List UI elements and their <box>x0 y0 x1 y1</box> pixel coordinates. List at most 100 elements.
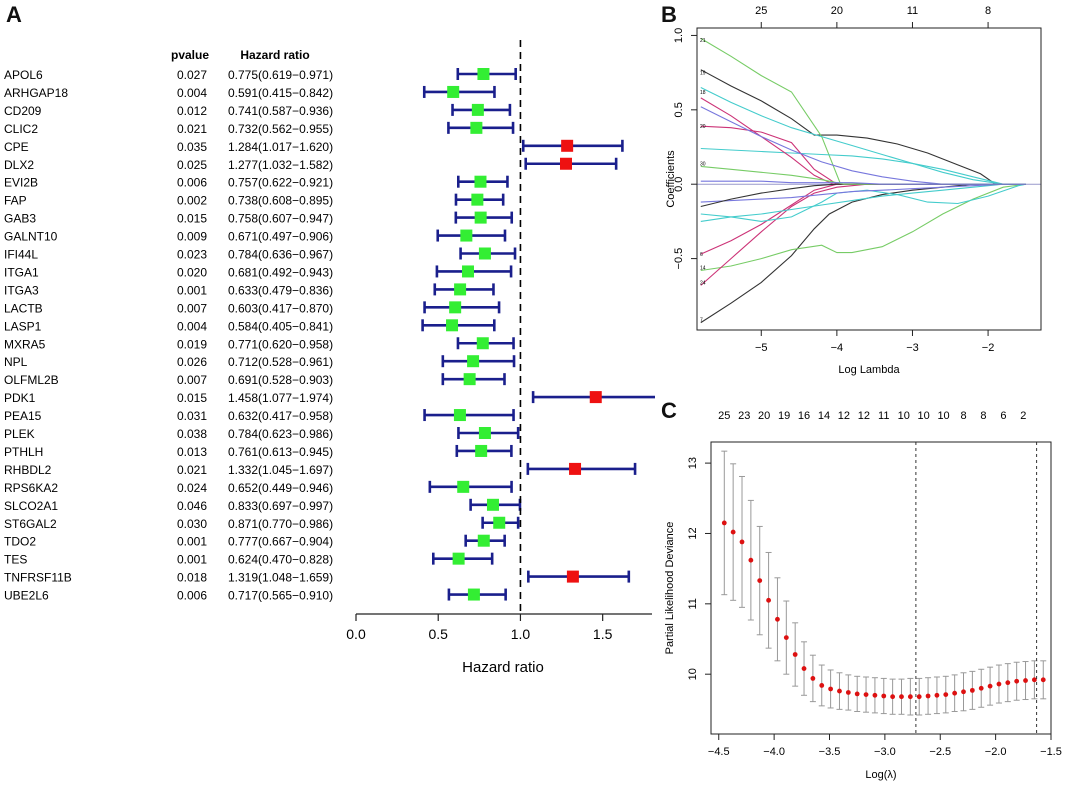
hr-square <box>449 301 462 314</box>
cv-point <box>1031 677 1037 683</box>
cv-point <box>810 676 816 681</box>
hr-cell: 0.871(0.770−0.986) <box>228 517 333 531</box>
hr-cell: 0.603(0.417−0.870) <box>228 301 333 315</box>
coef-x-label: Log Lambda <box>838 364 900 376</box>
pvalue-cell: 0.020 <box>177 265 207 279</box>
coef-path-s4 <box>700 147 1026 185</box>
cv-point <box>934 692 940 698</box>
cv-point <box>801 666 807 671</box>
cv-top-count-label: 11 <box>878 410 889 422</box>
hr-cell: 0.833(0.697−0.997) <box>228 499 333 513</box>
pvalue-cell: 0.004 <box>177 86 207 100</box>
hr-square <box>454 283 467 296</box>
cv-point <box>721 520 727 526</box>
hr-cell: 1.319(1.048−1.659) <box>228 571 333 585</box>
hr-cell: 0.624(0.470−0.828) <box>228 553 333 567</box>
pvalue-cell: 0.012 <box>177 104 207 118</box>
hr-square <box>589 391 602 404</box>
hr-square <box>569 462 582 475</box>
hr-square <box>461 265 474 278</box>
cv-y-tick-label: 10 <box>687 668 699 680</box>
cv-axes: −4.5 −4.0 −3.5 −3.0 −2.5 −2.0 −1.5 25 23 20 19 16 14… <box>687 410 1062 758</box>
gene-label: NPL <box>4 355 28 369</box>
gene-label: CPE <box>4 140 29 154</box>
coef-x-tick-label: −4 <box>831 342 844 354</box>
pvalue-cell: 0.023 <box>177 248 207 262</box>
hr-cell: 1.458(1.077−1.974) <box>228 391 333 405</box>
hr-cell: 0.784(0.623−0.986) <box>228 427 333 441</box>
hr-cell: 0.584(0.405−0.841) <box>228 319 333 333</box>
pvalue-cell: 0.015 <box>177 212 207 226</box>
cv-point <box>845 690 851 695</box>
cv-x-tick-label: −4.5 <box>708 746 730 758</box>
coefficient-frame <box>696 27 1042 331</box>
cv-top-count-label: 20 <box>758 410 770 422</box>
cv-top-count-label: 23 <box>738 410 750 422</box>
pvalue-cell: 0.004 <box>177 319 207 333</box>
cv-x-tick-label: −4.0 <box>763 746 785 758</box>
hr-cell: 0.738(0.608−0.895) <box>228 194 333 208</box>
cv-top-count-label: 16 <box>798 410 810 422</box>
hr-square <box>471 103 484 116</box>
hr-square <box>460 229 473 242</box>
hr-square <box>559 157 572 170</box>
forest-marks <box>421 68 655 601</box>
pvalue-cell: 0.031 <box>177 409 207 423</box>
cv-frame <box>710 441 1052 735</box>
cv-point <box>961 689 966 695</box>
pvalue-cell: 0.021 <box>177 463 207 477</box>
hr-square <box>474 211 487 224</box>
pvalue-cell: 0.006 <box>177 176 207 190</box>
coef-path-index: 14 <box>700 266 706 272</box>
hr-square <box>452 552 465 565</box>
cv-point <box>1005 680 1011 686</box>
pvalue-cell: 0.030 <box>177 517 207 531</box>
gene-label: CLIC2 <box>4 122 38 136</box>
cv-top-count-label: 10 <box>898 410 910 422</box>
pvalue-cell: 0.021 <box>177 122 207 136</box>
cv-point <box>969 687 975 693</box>
hr-cell: 0.591(0.415−0.842) <box>228 86 333 100</box>
cv-y-tick-label: 13 <box>687 457 699 469</box>
pvalue-cell: 0.009 <box>177 230 207 244</box>
cv-point <box>899 694 904 700</box>
hr-square <box>467 588 480 601</box>
hr-cell: 0.712(0.528−0.961) <box>228 355 333 369</box>
coef-path-s1 <box>700 69 1026 185</box>
cv-x-tick-label: −2.0 <box>985 746 1007 758</box>
gene-label: TNFRSF11B <box>4 571 72 585</box>
pvalue-column-header: pvalue <box>171 48 209 62</box>
gene-label: UBE2L6 <box>4 589 49 603</box>
forest-plot: APOL6 0.027 0.775(0.619−0.971)ARHGAP18 0.00… <box>4 40 655 676</box>
forest-x-axis: 0.0 0.5 1.0 1.5 <box>346 40 652 642</box>
cv-point <box>996 681 1002 687</box>
coef-y-tick-label: 1.0 <box>673 28 685 43</box>
gene-label: GAB3 <box>4 212 36 226</box>
coef-path-s9 <box>700 183 1026 272</box>
panel-letter-a: A <box>6 2 22 27</box>
cv-y-label: Partial Likelihood Deviance <box>664 522 676 655</box>
pvalue-cell: 0.038 <box>177 427 207 441</box>
coef-y-tick-label: −0.5 <box>673 248 685 270</box>
cv-top-count-label: 14 <box>818 410 830 422</box>
cv-x-tick-label: −1.5 <box>1040 746 1062 758</box>
gene-label: FAP <box>4 194 27 208</box>
coef-top-tick-label: 20 <box>831 5 843 17</box>
cv-y-tick-label: 12 <box>687 527 699 539</box>
hr-square <box>477 534 490 547</box>
cv-y-tick-label: 11 <box>687 598 699 609</box>
gene-label: OLFML2B <box>4 373 59 387</box>
cv-top-count-label: 8 <box>960 410 966 422</box>
cv-point <box>890 694 896 700</box>
coef-path-index: 30 <box>700 161 706 167</box>
coef-y-tick-label: 0.0 <box>673 177 685 192</box>
cv-top-count-label: 12 <box>838 410 850 422</box>
cv-point <box>757 578 763 584</box>
cv-point <box>854 691 860 697</box>
coef-path-index: 24 <box>700 280 706 286</box>
coef-path-s15 <box>700 183 1026 208</box>
coefficient-paths <box>697 37 1041 324</box>
hr-cell: 0.632(0.417−0.958) <box>228 409 333 423</box>
hr-cell: 0.777(0.667−0.904) <box>228 535 333 549</box>
hr-cell: 0.652(0.449−0.946) <box>228 481 333 495</box>
